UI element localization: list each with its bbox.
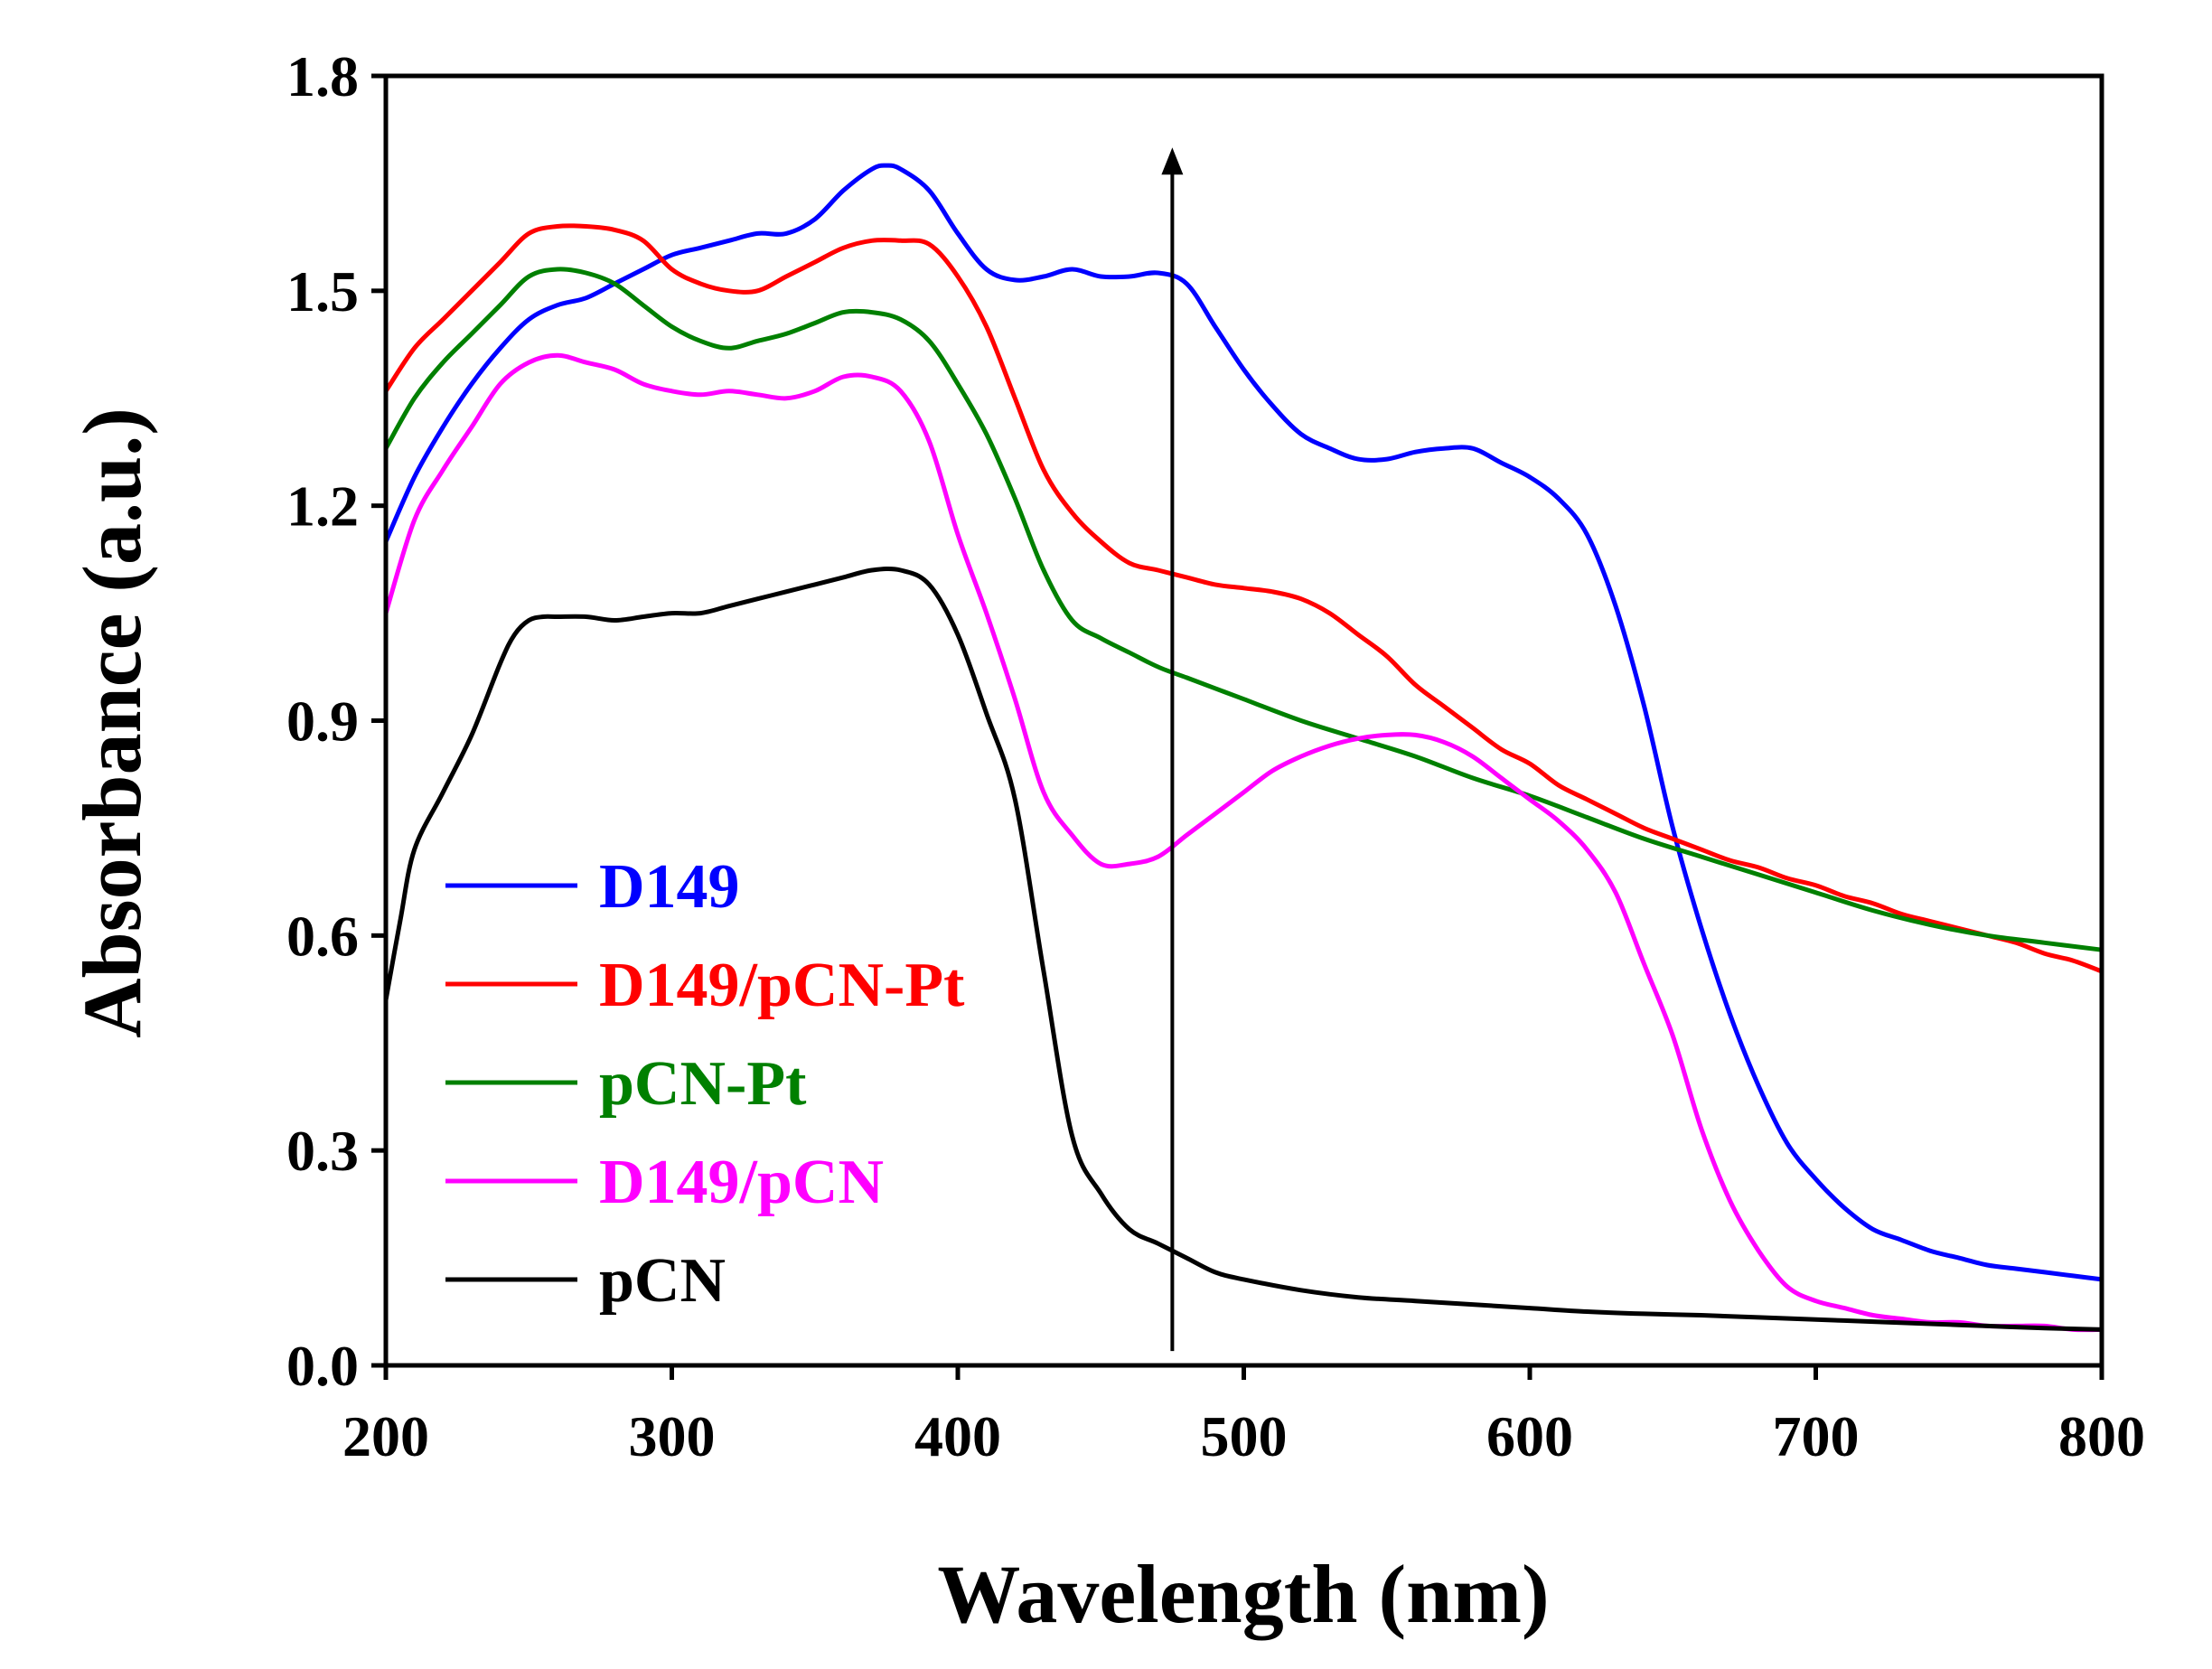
- x-tick-label: 500: [1201, 1404, 1288, 1468]
- series-layer: [383, 163, 2104, 1333]
- legend-label-d149-pcn: D149/pCN: [599, 1148, 884, 1217]
- y-tick-label: 1.8: [286, 44, 359, 108]
- x-tick-label: 800: [2058, 1404, 2145, 1468]
- series-line-d149-pcn: [383, 352, 2104, 1333]
- arrow-head: [1161, 147, 1184, 175]
- x-tick-label: 700: [1773, 1404, 1860, 1468]
- legend-label-pcn-pt: pCN-Pt: [599, 1049, 806, 1119]
- legend: D149 D149/pCN-Pt pCN-Pt D149/pCN pCN: [445, 852, 964, 1316]
- series-line-pcn: [383, 567, 2104, 1332]
- y-tick-label: 0.9: [286, 689, 359, 754]
- y-tick-label: 1.5: [286, 259, 359, 323]
- y-tick-label: 1.2: [286, 474, 359, 539]
- y-tick-label: 0.6: [286, 904, 359, 968]
- x-tick-label: 300: [629, 1404, 716, 1468]
- plot-frame: [383, 73, 2104, 1368]
- legend-label-pcn: pCN: [599, 1246, 726, 1316]
- x-tick-label: 400: [914, 1404, 1001, 1468]
- x-axis-title: Wavelength (nm): [937, 1548, 1549, 1640]
- series-line-d149-pcn-pt: [383, 223, 2104, 974]
- annotation-layer: [1161, 147, 1184, 1352]
- legend-label-d149: D149: [599, 852, 740, 922]
- ticks-layer: 200 300 400 500 600 700 800 0.0 0.3 0.6 0.9 1.2 1.5 1…: [286, 44, 2145, 1468]
- x-tick-label: 200: [342, 1404, 429, 1468]
- series-line-pcn-pt: [383, 267, 2104, 952]
- y-axis-title: Absorbance (a.u.): [66, 408, 158, 1038]
- y-tick-label: 0.0: [286, 1334, 359, 1398]
- y-tick-label: 0.3: [286, 1119, 359, 1183]
- series-line-d149: [383, 163, 2104, 1282]
- x-tick-label: 600: [1486, 1404, 1573, 1468]
- legend-label-d149-pcn-pt: D149/pCN-Pt: [599, 951, 964, 1020]
